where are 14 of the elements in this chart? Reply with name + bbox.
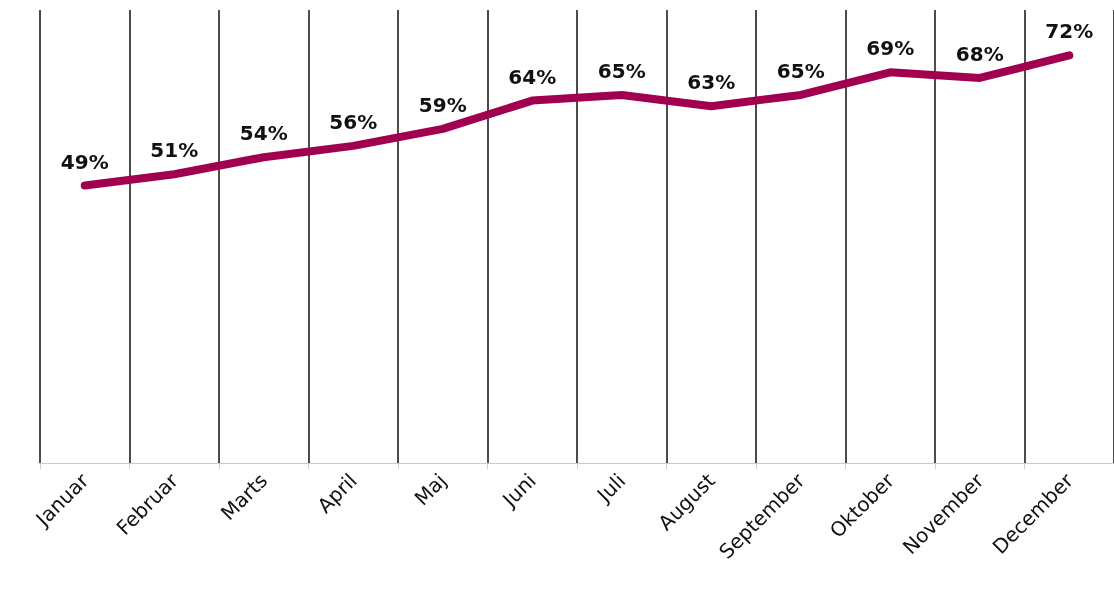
data-label: 54% [239,121,288,146]
data-label: 69% [866,36,915,61]
data-label: 63% [687,70,736,95]
data-label: 65% [597,58,646,83]
data-label: 68% [955,41,1004,66]
data-label: 64% [508,64,557,89]
x-tick-label: Maj [409,468,452,511]
x-tick-label: Juli [590,468,631,508]
data-label: 65% [776,58,825,83]
data-label: 49% [60,149,109,174]
data-label: 72% [1045,19,1094,44]
data-label: 59% [418,92,467,117]
data-label: 56% [329,109,378,134]
data-label: 51% [150,138,199,163]
